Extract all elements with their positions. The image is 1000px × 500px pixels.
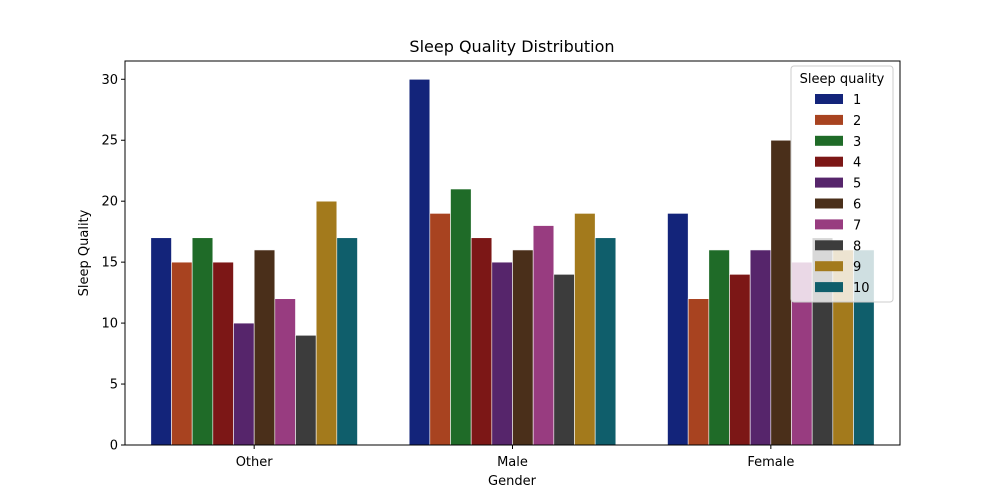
- bar-male-2: [429, 213, 451, 446]
- legend-label-5: 5: [853, 177, 861, 192]
- legend-swatch-7: [815, 219, 843, 230]
- bar-male-7: [532, 225, 555, 446]
- y-axis: 0 5 10 15 20 25 30: [101, 73, 125, 454]
- y-tick-label: 0: [110, 439, 118, 454]
- legend-label-10: 10: [853, 281, 870, 296]
- bar-male-1: [408, 78, 431, 446]
- plot-frame: [124, 60, 901, 446]
- legend-swatch-2: [815, 114, 843, 125]
- bar-other-7: [274, 298, 296, 446]
- bar-other-9: [315, 200, 338, 446]
- y-tick-label: 25: [101, 134, 118, 149]
- bar-female-3: [708, 249, 730, 446]
- legend-label-6: 6: [853, 198, 861, 213]
- legend-label-9: 9: [853, 260, 861, 275]
- x-axis-label: Gender: [488, 474, 537, 489]
- bar-male-4: [470, 237, 493, 446]
- y-tick-label: 10: [101, 317, 118, 332]
- bar-other-4: [212, 261, 234, 446]
- bar-male-5: [491, 261, 513, 446]
- legend: Sleep quality 1 2 3 4 5 6 7 8 9 10: [790, 65, 894, 303]
- bar-other-10: [336, 237, 358, 446]
- bar-other-8: [295, 334, 317, 446]
- legend-swatch-10: [815, 282, 843, 293]
- bar-female-4: [729, 274, 751, 446]
- bar-other-1: [150, 237, 172, 446]
- legend-swatch-1: [815, 94, 843, 104]
- legend-label-4: 4: [853, 156, 861, 171]
- bar-other-6: [253, 249, 276, 446]
- bar-other-5: [233, 322, 255, 446]
- bar-other-3: [191, 237, 214, 446]
- legend-label-3: 3: [853, 135, 861, 150]
- y-tick-label: 20: [101, 195, 118, 210]
- legend-swatch-3: [815, 135, 843, 146]
- legend-swatch-6: [815, 198, 843, 209]
- legend-swatch-4: [815, 156, 843, 167]
- bar-other-2: [171, 261, 193, 446]
- legend-label-2: 2: [853, 114, 861, 129]
- y-tick-label: 15: [101, 256, 118, 271]
- y-axis-label: Sleep Quality: [77, 209, 92, 296]
- bar-female-6: [770, 139, 792, 446]
- legend-label-7: 7: [853, 218, 861, 233]
- legend-label-1: 1: [853, 93, 861, 108]
- legend-items: 1 2 3 4 5 6 7 8 9 10: [815, 93, 870, 296]
- bars-group: [150, 78, 875, 446]
- bar-male-8: [553, 274, 575, 446]
- y-tick-label: 5: [110, 378, 118, 393]
- legend-swatch-5: [815, 177, 843, 188]
- bar-female-1: [667, 213, 689, 446]
- chart-title: Sleep Quality Distribution: [409, 37, 614, 56]
- legend-swatch-8: [815, 240, 843, 251]
- legend-title: Sleep quality: [800, 72, 885, 87]
- bar-female-5: [749, 249, 772, 446]
- bar-female-2: [687, 298, 710, 446]
- x-tick-label: Female: [747, 455, 794, 470]
- legend-label-8: 8: [853, 239, 861, 254]
- y-tick-label: 30: [101, 73, 118, 88]
- x-tick-label: Male: [497, 455, 528, 470]
- bar-male-6: [512, 249, 534, 446]
- bar-male-9: [574, 213, 596, 446]
- legend-swatch-9: [815, 261, 843, 272]
- x-axis: Other Male Female: [236, 445, 794, 470]
- bar-male-3: [450, 188, 472, 446]
- x-tick-label: Other: [236, 455, 274, 470]
- bar-male-10: [594, 237, 617, 446]
